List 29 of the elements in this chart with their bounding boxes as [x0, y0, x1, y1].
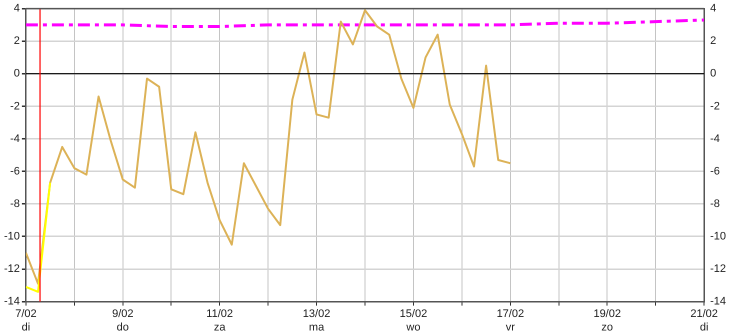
- y2-tick-label: -10: [710, 230, 726, 243]
- y2-tick-label: -8: [710, 198, 720, 210]
- x-tick-label: 13/02 ma: [302, 308, 330, 334]
- y-tick-label: -4: [10, 132, 20, 145]
- x-tick-label: 11/02 za: [206, 308, 234, 334]
- y-tick-label: -10: [4, 230, 20, 243]
- x-tick-label: 15/02 wo: [400, 308, 428, 334]
- y-tick-label: -12: [4, 263, 20, 276]
- y-tick-label: 0: [14, 68, 20, 80]
- y2-tick-label: 2: [710, 35, 716, 48]
- y2-tick-label: -4: [710, 132, 720, 145]
- x-tick-label: 19/02 zo: [593, 308, 621, 334]
- y2-tick-label: -2: [710, 100, 720, 112]
- y2-tick-label: -14: [710, 296, 726, 308]
- x-tick-label: 9/02 do: [112, 308, 134, 334]
- y2-tick-label: -12: [710, 263, 726, 276]
- y2-tick-label: -6: [710, 165, 720, 178]
- y-tick-label: 2: [14, 35, 20, 48]
- x-tick-label: 21/02 di: [690, 308, 718, 334]
- y-tick-label: -14: [4, 296, 20, 308]
- y-tick-label: -6: [10, 165, 20, 178]
- x-tick-label: 17/02 vr: [496, 308, 524, 334]
- line-series: [26, 18, 704, 28]
- y-tick-label: -8: [10, 198, 20, 210]
- x-tick-label: 7/02 di: [15, 308, 37, 334]
- y2-tick-label: 0: [710, 68, 716, 80]
- y-tick-label: 4: [14, 2, 20, 15]
- y2-tick-label: 4: [710, 2, 716, 15]
- y-tick-label: -2: [10, 100, 20, 112]
